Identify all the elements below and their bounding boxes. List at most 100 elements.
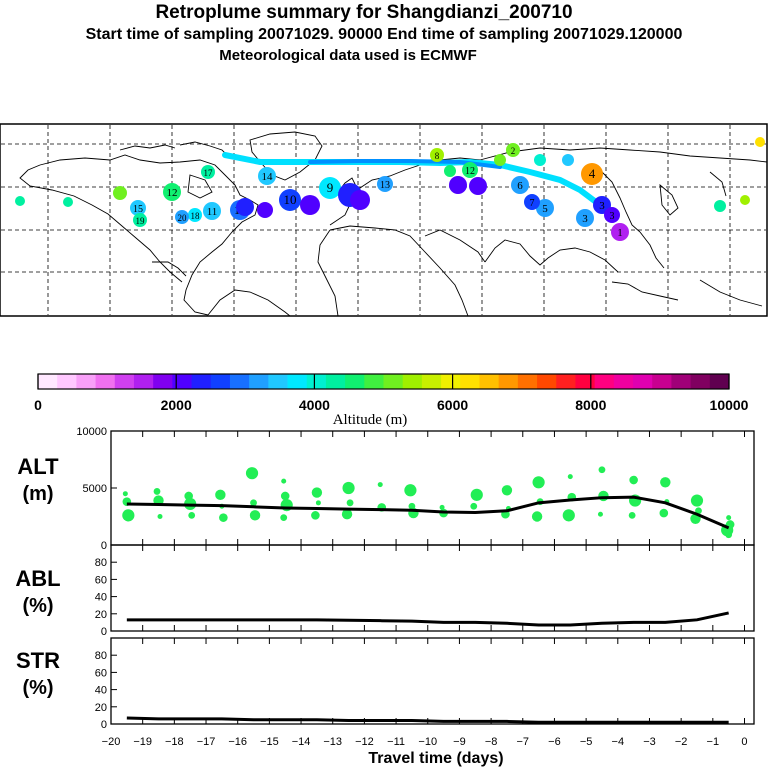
cluster-label: 14 [262,171,274,183]
alt-point [153,488,161,495]
alt-point [726,515,732,521]
alt-panel: 0 5000 10000 ALT (m) [17,426,755,552]
colorbar-swatch [402,374,423,389]
alt-point [501,485,513,496]
colorbar-swatch [133,374,154,389]
x-tick-label: −12 [355,736,374,748]
colorbar-swatch [210,374,231,389]
alt-point [215,489,226,501]
cluster-dot [236,198,254,216]
colorbar-swatch [594,374,615,389]
colorbar-swatch [57,374,77,389]
y-tick-label: 0 [101,540,107,552]
x-tick-label: −8 [485,736,498,748]
cluster-label: 12 [167,187,178,199]
cluster-label: 1 [617,227,623,239]
colorbar-swatch [556,374,576,389]
cluster-marker [611,223,629,241]
alt-point [629,475,638,485]
cluster-label: 13 [380,180,390,191]
abl-panel: 0 20 40 60 80 ABL (%) [15,544,755,638]
colorbar-swatch [95,374,116,389]
colorbar-swatch [345,374,365,389]
alt-point [280,514,288,522]
alt-point [250,499,257,507]
cluster-dot [300,195,320,215]
cluster-marker [430,148,444,162]
y-tick-label: 5000 [83,483,107,495]
x-tick-label: −6 [548,736,561,748]
colorbar-swatch [479,374,500,389]
alt-point [598,490,609,502]
alt-point [245,467,259,480]
x-tick-label: −20 [102,736,121,748]
alt-point [342,481,355,495]
colorbar-swatch [421,374,442,389]
colorbar-swatch [172,374,192,389]
colorbar-tick-label: 0 [34,397,42,413]
abl-unit: (%) [22,595,53,617]
colorbar-swatch [441,374,461,389]
y-tick-label: 0 [101,719,107,731]
alt-point [567,474,573,480]
cluster-marker [604,207,620,223]
cluster-marker [188,208,202,222]
cluster-marker [581,163,603,185]
colorbar-swatch [364,374,384,389]
x-tick-label: −7 [516,736,529,748]
y-tick-label: 40 [95,685,107,697]
colorbar-swatch [306,374,327,389]
colorbar-swatch [249,374,269,389]
alt-label: ALT [17,454,59,479]
cluster-dot [562,154,574,166]
alt-point [315,500,321,506]
colorbar-swatch [517,374,538,389]
x-tick-label: −11 [387,736,405,748]
cluster-marker [506,143,520,157]
cluster-label: 8 [435,151,440,161]
sampling-time: Start time of sampling 20071029. 90000 E… [85,26,683,43]
cluster-marker [511,176,529,194]
cluster-label: 3 [610,211,615,222]
x-tick-label: −16 [228,736,247,748]
alt-point [249,510,261,521]
y-tick-label: 80 [95,557,107,569]
colorbar-swatch [709,374,730,389]
x-tick-label: −14 [292,736,311,748]
cluster-marker [133,213,147,227]
cluster-label: 5 [542,203,548,215]
colorbar-swatch [287,374,308,389]
colorbar-swatch [537,374,557,389]
cluster-dot [755,137,765,147]
x-tick-label: −10 [418,736,437,748]
alt-point [439,504,445,510]
cluster-dot [63,197,73,207]
alt-point [122,491,128,497]
x-tick-label: −13 [323,736,342,748]
cluster-marker [377,176,393,192]
colorbar-tick-label: 6000 [437,397,468,413]
alt-point [470,502,478,510]
abl-line [126,611,729,627]
str-y-ticks: 0 20 40 60 80 [95,650,117,731]
abl-label: ABL [15,566,60,591]
colorbar-swatch [460,374,480,389]
alt-unit: (m) [22,483,53,505]
cluster-dot [113,186,127,200]
alt-point [404,484,417,497]
alt-y-ticks: 0 5000 10000 [76,426,117,552]
colorbar-swatch [325,374,346,389]
alt-point [157,514,163,519]
cluster-label: 7 [530,198,535,209]
x-tick-label: 0 [741,736,747,748]
alt-frame [110,430,755,546]
cluster-label: 18 [191,211,201,221]
cluster-label: 3 [582,213,588,225]
cluster-label: 12 [465,166,475,177]
cluster-dot [449,176,467,194]
colorbar-tick-label: 10000 [710,397,749,413]
colorbar-label: Altitude (m) [333,412,408,428]
alt-point [598,466,606,474]
